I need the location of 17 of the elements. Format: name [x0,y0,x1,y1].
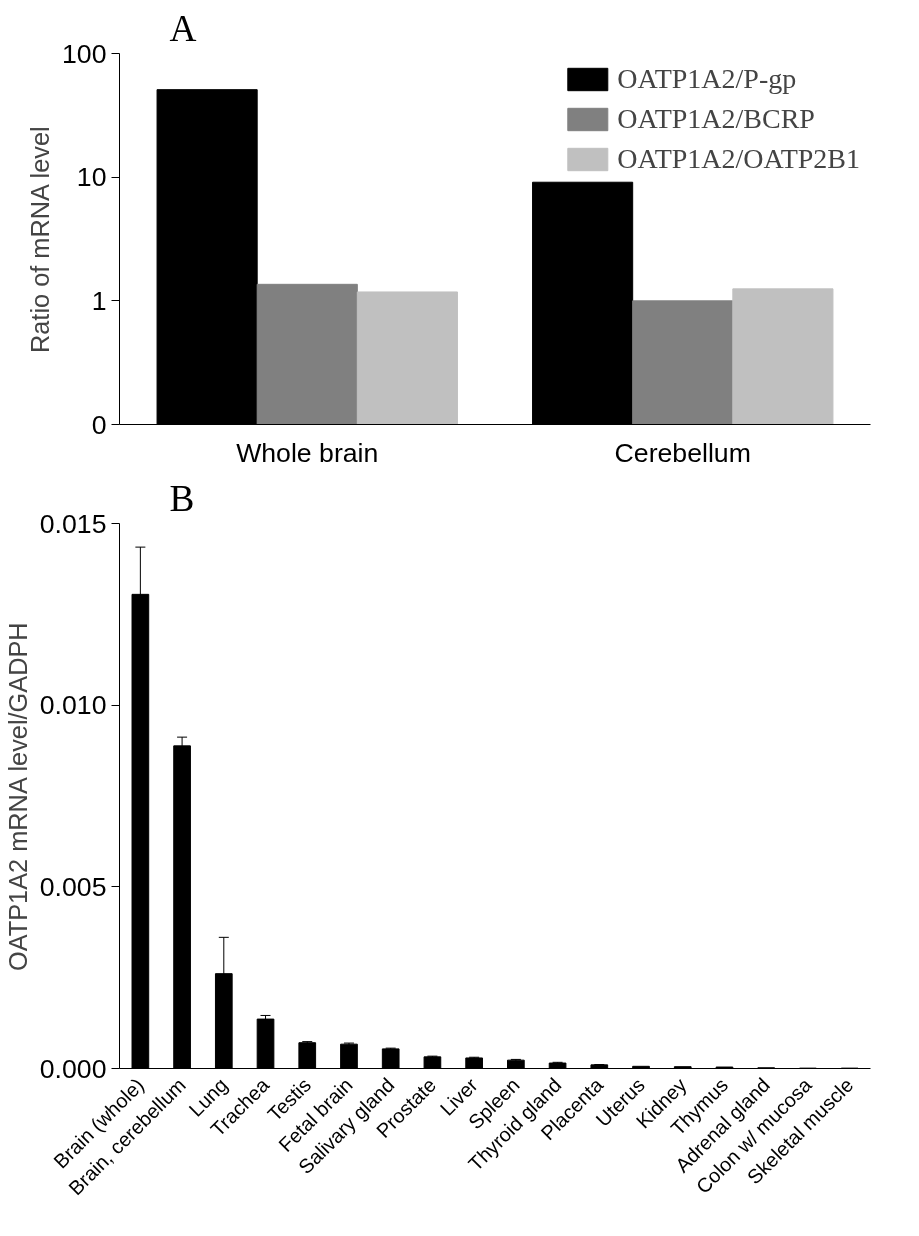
x-tick-label: Whole brain [236,437,379,468]
y-tick-label: 0.000 [39,1053,107,1084]
text: A [169,7,197,49]
y-tick-label: 0.010 [39,690,107,721]
legend-label: OATP1A2/BCRP [617,103,815,135]
y-tick-label: 100 [62,38,107,69]
y-axis-title: OATP1A2 mRNA level/GADPH [3,622,32,971]
x-tick-label: Cerebellum [614,437,751,468]
y-axis-title: Ratio of mRNA level [26,126,55,354]
y-tick-label: 1 [91,285,107,316]
text: B [169,477,195,519]
y-tick-label: 10 [76,162,107,193]
y-tick-label: 0 [91,409,107,440]
legend-label: OATP1A2/OATP2B1 [617,143,860,175]
y-tick-label: 0.005 [39,871,107,902]
y-tick-label: 0.015 [39,508,107,539]
legend-label: OATP1A2/P-gp [617,63,797,95]
